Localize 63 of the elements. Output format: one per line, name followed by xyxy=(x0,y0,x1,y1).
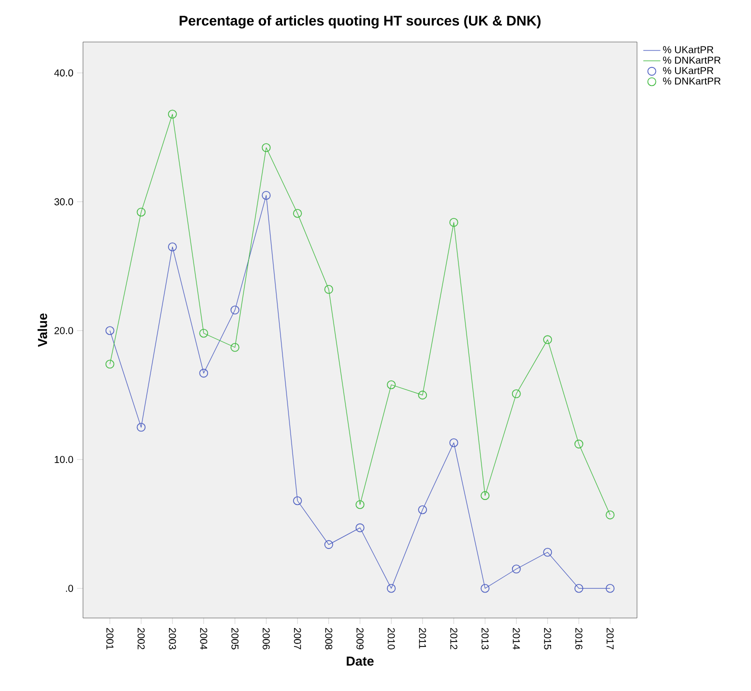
x-tick-label: 2015 xyxy=(544,628,552,650)
point xyxy=(480,491,490,500)
point xyxy=(324,285,334,294)
point xyxy=(168,242,177,252)
point xyxy=(230,306,240,314)
point xyxy=(105,326,114,336)
y-tick-label: 40.0 xyxy=(54,69,74,76)
point xyxy=(262,143,271,152)
point xyxy=(199,368,208,378)
point xyxy=(543,335,552,344)
point xyxy=(105,360,114,369)
point xyxy=(418,390,427,400)
x-tick-label: 2005 xyxy=(231,628,238,650)
x-tick-label: 2008 xyxy=(325,628,332,650)
point xyxy=(606,584,615,593)
x-tick-label: 2013 xyxy=(482,628,489,650)
point xyxy=(418,505,427,514)
x-axis-title: Date xyxy=(346,656,374,666)
x-tick-label: 2016 xyxy=(575,628,582,650)
x-tick-label: 2007 xyxy=(294,628,302,650)
x-tick-label: 2014 xyxy=(512,628,520,650)
y-tick-label: 20.0 xyxy=(54,327,74,334)
point xyxy=(480,584,490,593)
text: % DNKartPR xyxy=(663,56,721,64)
x-tick-label: 2009 xyxy=(356,628,364,650)
x-tick-label: 2006 xyxy=(262,628,270,650)
point xyxy=(168,110,177,119)
x-tick-label: 2002 xyxy=(138,628,145,650)
point xyxy=(262,190,271,200)
y-tick-label: 30.0 xyxy=(54,198,74,206)
point xyxy=(512,389,521,398)
x-tick-label: 2017 xyxy=(606,628,614,650)
y-tick-label: .0 xyxy=(66,584,74,592)
point xyxy=(386,584,396,593)
point xyxy=(324,540,334,549)
x-tick-label: 2011 xyxy=(419,628,426,649)
legend-label: % DNKartPR xyxy=(663,78,721,85)
point xyxy=(230,342,240,352)
legend-label: % UKartPR xyxy=(663,67,714,74)
point xyxy=(449,218,458,227)
point xyxy=(199,328,208,338)
point xyxy=(574,584,584,593)
point xyxy=(136,208,146,216)
point xyxy=(543,548,552,557)
x-tick-label: 2003 xyxy=(168,628,176,650)
y-tick-label: 10.0 xyxy=(54,456,74,464)
point xyxy=(136,422,146,432)
x-tick-label: 2012 xyxy=(450,628,458,650)
point xyxy=(293,208,302,218)
point xyxy=(293,496,302,506)
y-axis-title: Value xyxy=(38,313,48,347)
point xyxy=(606,510,615,520)
point xyxy=(574,440,584,448)
x-tick-label: 2001 xyxy=(106,628,114,650)
text: % UKartPR xyxy=(663,46,714,54)
chart-title: Percentage of articles quoting HT sources (UK & DNK) xyxy=(180,15,541,28)
point xyxy=(356,500,364,509)
point xyxy=(386,380,396,390)
x-tick-label: 2004 xyxy=(200,628,208,650)
point xyxy=(356,523,364,532)
point xyxy=(512,564,521,574)
point xyxy=(449,438,458,448)
x-tick-label: 2010 xyxy=(388,628,395,650)
